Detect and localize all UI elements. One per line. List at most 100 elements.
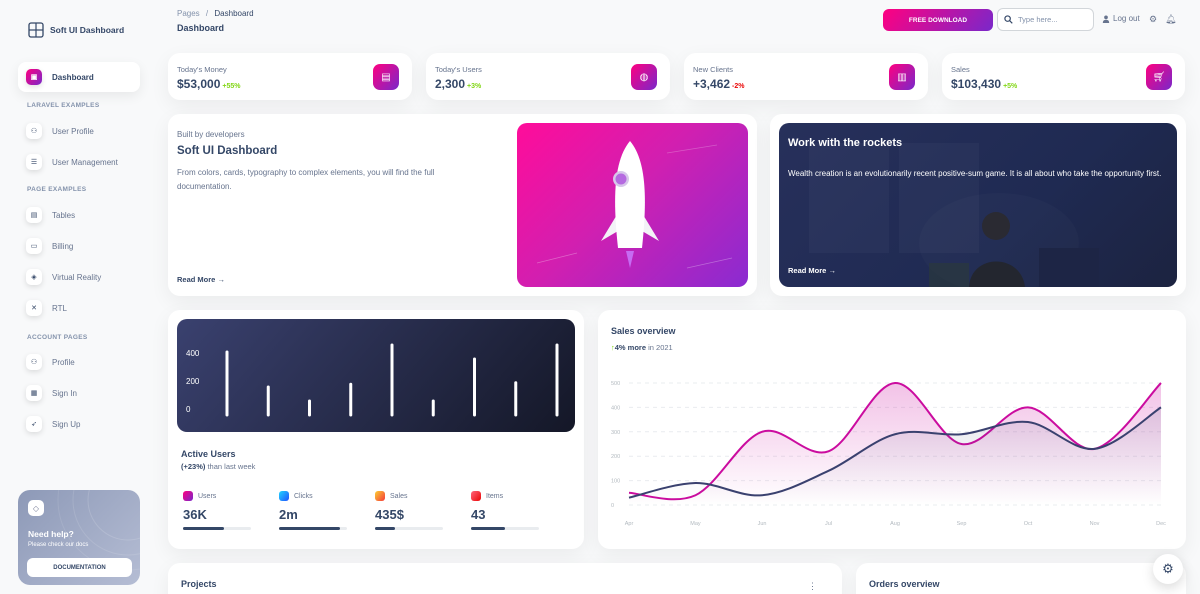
sidebar-item-tables[interactable]: ▤ Tables [18, 200, 140, 230]
sidebar-item-billing[interactable]: ▭ Billing [18, 231, 140, 261]
series-line[interactable] [628, 406, 1162, 499]
progress-bar [375, 527, 443, 530]
progress-fill [183, 527, 224, 530]
sales-overview-subtitle: ↑4% more in 2021 [611, 343, 673, 352]
gear-icon[interactable]: ⚙ [1149, 14, 1158, 24]
y-tick-label: 100 [611, 479, 620, 485]
series-line[interactable] [628, 381, 1162, 501]
build-title: Soft UI Dashboard [177, 145, 278, 157]
sidebar-item-label: User Management [52, 157, 118, 167]
help-subtitle: Please check our docs [28, 542, 89, 548]
page-title: Dashboard [177, 23, 225, 33]
stat-label: Today's Users [435, 65, 482, 74]
rocket-illustration [517, 123, 748, 287]
bell-icon[interactable]: 🔔︎ [1165, 14, 1177, 24]
stat-value: +3,462 -2% [693, 77, 745, 91]
stat-card-sales: Sales $103,430 +5% 🛒︎ [942, 53, 1185, 100]
breadcrumb-separator: / [205, 9, 209, 18]
document-icon: ▥ [889, 64, 915, 90]
metric-clicks: Clicks 2m [279, 491, 349, 530]
metric-sales: Sales 435$ [375, 491, 445, 530]
sidebar-item-label: Profile [52, 357, 75, 367]
stat-value: $103,430 +5% [951, 77, 1018, 91]
sales-overview-card: Sales overview ↑4% more in 2021 500 400 30… [598, 310, 1186, 549]
sidebar-item-label: Sign Up [52, 419, 81, 429]
x-tick-label: Jul [825, 521, 832, 527]
sidebar-item-sign-in[interactable]: ▦ Sign In [18, 378, 140, 408]
active-users-chart: 400 200 0 [177, 319, 575, 432]
breadcrumb: Pages / Dashboard [177, 9, 254, 18]
active-users-card: 400 200 0 Active Users (+23%) than last we… [168, 310, 584, 549]
metric-label: Sales [390, 492, 408, 500]
rockets-read-more-link[interactable]: Read More → [788, 266, 836, 275]
money-icon: ▤ [373, 64, 399, 90]
sidebar-item-label: Dashboard [52, 72, 94, 82]
x-tick-label: Sep [957, 521, 967, 527]
more-options-icon[interactable]: ⋮ [808, 581, 817, 591]
search-input[interactable] [1018, 15, 1088, 24]
sidebar-item-label: Tables [52, 210, 76, 220]
active-users-subtitle: (+23%) than last week [181, 462, 256, 471]
diamond-icon: ◇ [28, 500, 44, 516]
list-icon: ☰ [26, 154, 42, 170]
user-icon [1102, 15, 1110, 23]
progress-fill [471, 527, 505, 530]
configurator-gear-button[interactable]: ⚙ [1153, 554, 1183, 584]
metric-value: 435$ [375, 507, 404, 522]
sidebar-item-profile[interactable]: ⚇ Profile [18, 347, 140, 377]
y-tick-label: 300 [611, 430, 620, 436]
box-icon: ◈ [26, 269, 42, 285]
sidebar-item-label: Sign In [52, 388, 77, 398]
x-tick-label: Oct [1024, 521, 1033, 527]
sidebar-item-sign-up[interactable]: ➶ Sign Up [18, 409, 140, 439]
arrow-up-icon: ↑ [611, 343, 615, 352]
gear-icon: ⚙ [1162, 561, 1174, 576]
progress-bar [279, 527, 347, 530]
stat-label: Sales [951, 65, 970, 74]
help-card: ◇ Need help? Please check our docs DOCUM… [18, 490, 140, 585]
y-tick-label: 0 [186, 405, 191, 414]
users-icon [183, 491, 193, 501]
settings-icon: ✕ [26, 300, 42, 316]
stat-card-money: Today's Money $53,000 +55% ▤ [168, 53, 412, 100]
y-tick-label: 500 [611, 381, 620, 387]
sidebar-item-user-management[interactable]: ☰ User Management [18, 147, 140, 177]
x-tick-label: Jun [758, 521, 767, 527]
build-read-more-link[interactable]: Read More → [177, 275, 225, 284]
sidebar-item-user-profile[interactable]: ⚇ User Profile [18, 116, 140, 146]
stat-change: +55% [222, 83, 241, 90]
metric-label: Items [486, 492, 504, 500]
progress-bar [183, 527, 251, 530]
metric-users: Users 36K [183, 491, 253, 530]
stat-change: -2% [732, 83, 745, 90]
logout-link[interactable]: Log out [1102, 14, 1140, 23]
free-download-button[interactable]: FREE DOWNLOAD [883, 9, 993, 31]
sidebar-item-dashboard[interactable]: ▣ Dashboard [18, 62, 140, 92]
build-subtitle: Built by developers [177, 130, 245, 139]
projects-card: Projects ⋮ [168, 563, 842, 594]
series-area [629, 407, 1161, 505]
documentation-button[interactable]: DOCUMENTATION [27, 558, 132, 577]
section-header-laravel: LARAVEL EXAMPLES [27, 102, 100, 109]
stat-value: 2,300 +3% [435, 77, 482, 91]
projects-title: Projects [181, 579, 217, 589]
search-box[interactable] [997, 8, 1094, 31]
stat-value: $53,000 +55% [177, 77, 241, 91]
section-header-pages: PAGE EXAMPLES [27, 186, 87, 193]
breadcrumb-current: Dashboard [214, 9, 254, 18]
sidebar-item-virtual-reality[interactable]: ◈ Virtual Reality [18, 262, 140, 292]
active-users-title: Active Users [181, 449, 236, 459]
stat-change: +5% [1003, 83, 1018, 90]
stat-label: Today's Money [177, 65, 227, 74]
table-icon: ▤ [26, 207, 42, 223]
progress-fill [279, 527, 341, 530]
sidebar-item-rtl[interactable]: ✕ RTL [18, 293, 140, 323]
stat-change: +3% [467, 83, 482, 90]
bar-chart: 400 200 0 [186, 343, 559, 417]
x-tick-label: May [690, 521, 701, 527]
metric-label: Users [198, 492, 217, 500]
stat-card-clients: New Clients +3,462 -2% ▥ [684, 53, 928, 100]
rockets-description: Wealth creation is an evolutionarily rec… [788, 169, 1162, 178]
breadcrumb-root[interactable]: Pages [177, 9, 200, 18]
brand[interactable]: Soft UI Dashboard [28, 22, 124, 38]
